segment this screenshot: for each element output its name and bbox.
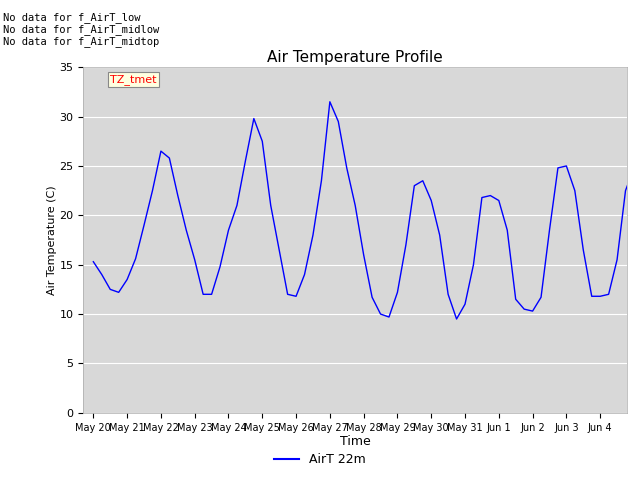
AirT 22m bbox=[90, 259, 97, 264]
Line: AirT 22m: AirT 22m bbox=[93, 102, 640, 319]
Title: Air Temperature Profile: Air Temperature Profile bbox=[268, 49, 443, 65]
Text: TZ_tmet: TZ_tmet bbox=[110, 74, 157, 85]
AirT 22m bbox=[326, 99, 333, 105]
AirT 22m bbox=[452, 316, 460, 322]
X-axis label: Time: Time bbox=[340, 435, 371, 448]
AirT 22m bbox=[360, 252, 367, 258]
Legend: AirT 22m: AirT 22m bbox=[269, 448, 371, 471]
Text: No data for f_AirT_low: No data for f_AirT_low bbox=[3, 12, 141, 23]
Text: No data for f_AirT_midtop: No data for f_AirT_midtop bbox=[3, 36, 159, 47]
Y-axis label: Air Temperature (C): Air Temperature (C) bbox=[47, 185, 56, 295]
Text: No data for f_AirT_midlow: No data for f_AirT_midlow bbox=[3, 24, 159, 35]
